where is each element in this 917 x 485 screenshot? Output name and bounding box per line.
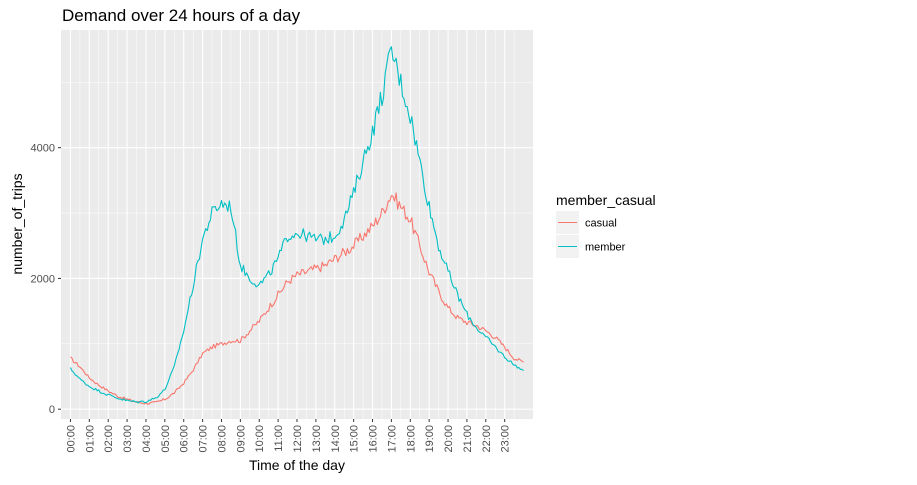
legend-label-member: member xyxy=(585,242,626,254)
legend: member_casual casual member xyxy=(556,192,656,258)
x-axis-title: Time of the day xyxy=(249,457,345,473)
y-tick-label: 0 xyxy=(49,404,55,416)
x-tick-label: 05:00 xyxy=(160,425,172,453)
x-tick-label: 09:00 xyxy=(235,425,247,453)
x-tick-label: 06:00 xyxy=(179,425,191,453)
x-tick-label: 14:00 xyxy=(330,425,342,453)
legend-title: member_casual xyxy=(556,192,656,208)
y-tick-label: 4000 xyxy=(31,143,55,155)
x-tick-label: 00:00 xyxy=(65,425,77,453)
x-tick-label: 02:00 xyxy=(103,425,115,453)
x-tick-label: 21:00 xyxy=(462,425,474,453)
chart-title: Demand over 24 hours of a day xyxy=(62,6,301,25)
x-tick-label: 22:00 xyxy=(481,425,493,453)
y-tick-label: 2000 xyxy=(31,273,55,285)
x-tick-label: 15:00 xyxy=(349,425,361,453)
x-tick-label: 04:00 xyxy=(141,425,153,453)
x-tick-label: 12:00 xyxy=(292,425,304,453)
x-tick-label: 08:00 xyxy=(216,425,228,453)
grid-minor xyxy=(61,30,533,419)
series-layer xyxy=(69,46,524,405)
x-tick-label: 16:00 xyxy=(368,425,380,453)
x-tick-label: 10:00 xyxy=(254,425,266,453)
x-tick-label: 13:00 xyxy=(311,425,323,453)
x-axis: 00:00 01:00 02:00 03:00 04:00 05:00 06:00 07:00… xyxy=(65,419,512,453)
series-line-member xyxy=(69,46,524,404)
legend-label-casual: casual xyxy=(585,218,617,230)
x-tick-label: 20:00 xyxy=(443,425,455,453)
x-tick-label: 19:00 xyxy=(424,425,436,453)
y-axis-title: number_of_trips xyxy=(9,173,25,274)
x-tick-label: 17:00 xyxy=(386,425,398,453)
x-tick-label: 23:00 xyxy=(500,425,512,453)
x-tick-label: 11:00 xyxy=(273,425,285,452)
y-axis: 0 2000 4000 xyxy=(31,143,61,416)
x-tick-label: 18:00 xyxy=(405,425,417,453)
x-tick-label: 01:00 xyxy=(84,425,96,453)
x-tick-label: 07:00 xyxy=(198,425,210,453)
x-tick-label: 03:00 xyxy=(122,425,134,453)
